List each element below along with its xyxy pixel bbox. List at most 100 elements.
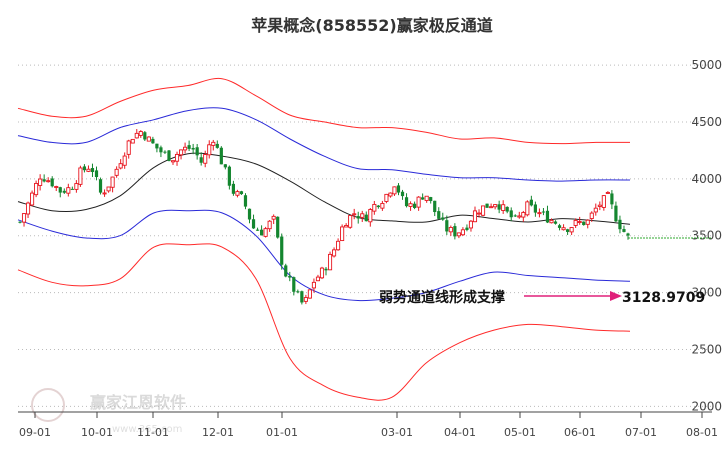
x-tick-label: 12-01: [202, 426, 234, 439]
candle-body-down: [497, 204, 501, 210]
candle-body-down: [626, 233, 630, 236]
annotation-arrow-head-icon: [610, 291, 622, 301]
candle-body-down: [98, 179, 103, 193]
candle-body-down: [276, 216, 280, 238]
candle-body-down: [223, 164, 227, 168]
candle-body-down: [227, 166, 231, 186]
candle-body-down: [614, 205, 618, 222]
candle-body-down: [90, 168, 95, 173]
candlesticks: [18, 129, 630, 305]
candle-body-down: [50, 178, 54, 187]
candle-body-up: [537, 212, 542, 215]
candle-body-down: [553, 221, 558, 224]
candle-body-down: [300, 291, 304, 303]
candle-body-up: [303, 297, 308, 302]
y-tick-label: 4500: [691, 115, 722, 129]
outer-upper-band: [17, 77, 631, 145]
candle-body-up: [489, 206, 494, 209]
candle-body-up: [521, 212, 526, 218]
candle-body-down: [437, 211, 441, 219]
candle-body-up: [170, 160, 176, 163]
candle-body-down: [151, 138, 155, 144]
candle-body-up: [392, 186, 397, 195]
inner-lower-band: [17, 209, 631, 302]
candle-body-down: [412, 203, 417, 208]
candle-body-up: [480, 205, 486, 216]
candle-body-up: [118, 163, 123, 169]
candle-body-up: [114, 168, 119, 176]
candle-body-down: [219, 147, 223, 165]
inner-upper-band: [17, 107, 631, 182]
candle-body-up: [348, 215, 353, 228]
candle-body-down: [243, 195, 248, 207]
candle-body-down: [215, 143, 219, 148]
chart-title: 苹果概念(858552)赢家极反通道: [251, 16, 492, 35]
candle-body-up: [424, 195, 429, 201]
candle-body-up: [130, 138, 135, 144]
candle-body-up: [368, 209, 373, 223]
candle-body-down: [421, 197, 425, 200]
candle-body-up: [476, 212, 482, 215]
candle-body-up: [203, 154, 208, 164]
candle-body-up: [408, 203, 413, 207]
candle-body-up: [267, 220, 272, 230]
candle-body-down: [70, 188, 74, 190]
candle-body-up: [605, 192, 610, 194]
candle-body-up: [183, 146, 188, 151]
candle-body-up: [416, 196, 421, 208]
candle-body-up: [352, 213, 357, 216]
candle-body-down: [429, 197, 433, 202]
x-tick-label: 07-01: [625, 426, 657, 439]
candle-body-up: [448, 227, 453, 233]
candle-body-down: [94, 170, 99, 178]
candle-body-up: [307, 289, 312, 299]
x-tick-label: 08-01: [686, 426, 718, 439]
candle-body-down: [199, 157, 203, 163]
candle-body-up: [235, 191, 240, 196]
candle-body-up: [336, 240, 341, 251]
candle-body-up: [549, 219, 554, 224]
candle-body-up: [569, 227, 574, 233]
x-tick-label: 10-01: [81, 426, 113, 439]
candle-body-down: [18, 221, 22, 223]
candle-body-down: [284, 265, 288, 277]
y-axis: 2000 2500 3000 3500 4000 4500 5000: [691, 58, 722, 413]
candle-body-down: [541, 211, 546, 213]
candle-body-down: [356, 216, 360, 219]
candle-body-down: [618, 219, 622, 230]
candle-body-up: [30, 192, 35, 206]
annotation-value: 3128.9709: [622, 290, 705, 306]
candle-body-up: [122, 155, 127, 166]
candle-body-down: [247, 208, 252, 220]
candle-body-up: [360, 213, 365, 218]
candle-body-up: [106, 186, 111, 192]
candle-body-down: [251, 219, 256, 229]
candle-body-up: [577, 221, 582, 224]
candle-body-up: [271, 215, 276, 220]
candle-body-up: [388, 192, 393, 197]
candle-body-down: [453, 226, 457, 237]
candle-body-up: [380, 202, 385, 209]
candle-body-down: [296, 291, 300, 293]
candle-body-up: [517, 215, 522, 218]
candle-body-up: [589, 212, 594, 219]
candle-body-up: [525, 201, 530, 216]
candle-body-down: [622, 229, 626, 232]
candle-body-down: [324, 268, 328, 271]
candle-body-down: [582, 221, 586, 226]
candle-body-up: [332, 249, 337, 257]
candle-body-down: [513, 215, 517, 217]
candle-body-up: [573, 219, 578, 226]
candle-body-down: [195, 147, 199, 156]
candle-body-up: [134, 132, 139, 139]
candle-body-up: [21, 213, 27, 223]
candle-body-up: [501, 204, 506, 211]
candle-body-down: [404, 197, 409, 207]
candle-body-up: [26, 202, 31, 215]
candle-body-down: [396, 185, 401, 193]
candle-body-up: [110, 176, 115, 188]
candle-body-up: [468, 220, 474, 229]
watermark-logo-icon: [31, 388, 65, 422]
candle-body-up: [601, 195, 606, 208]
